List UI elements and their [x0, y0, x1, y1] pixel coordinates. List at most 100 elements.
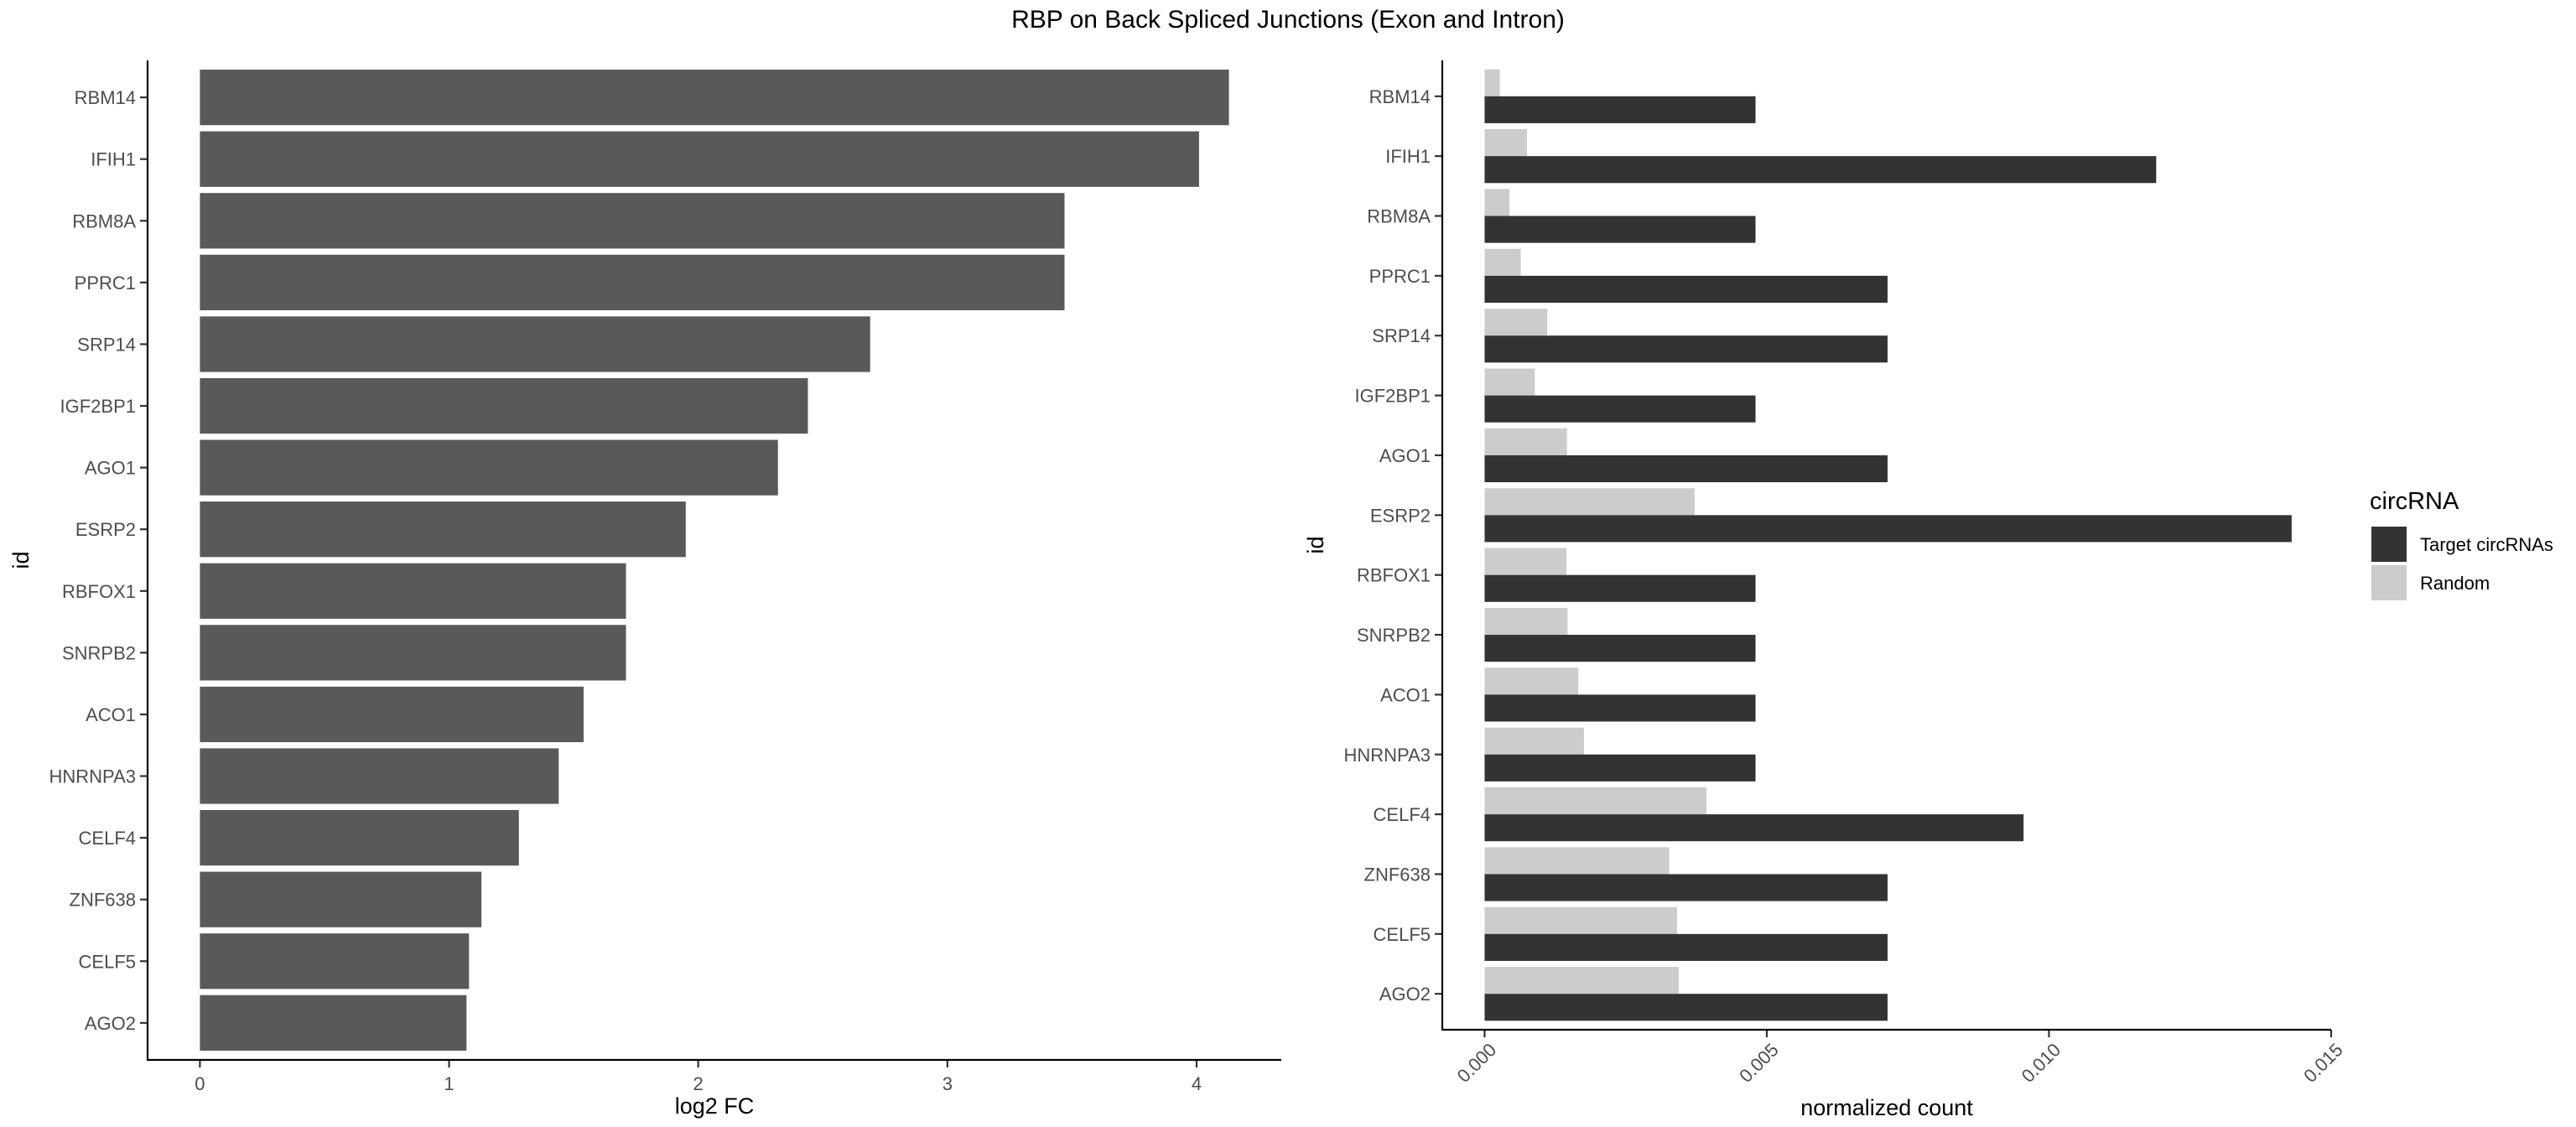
target-bar-znf638	[1484, 874, 1888, 901]
random-bar-znf638	[1484, 847, 1670, 875]
legend-key-random	[2371, 565, 2407, 600]
right-y-axis-title: id	[1303, 536, 1328, 553]
target-bar-rbm14	[1484, 96, 1756, 123]
log2fc-bar-rbfox1	[200, 563, 626, 619]
target-bar-igf2bp1	[1484, 395, 1756, 423]
target-bar-pprc1	[1484, 275, 1888, 303]
left-x-axis-title: log2 FC	[675, 1093, 755, 1119]
log2fc-bar-ago1	[200, 439, 778, 496]
log2fc-bar-celf5	[200, 933, 470, 989]
right-y-tick-label: ACO1	[1380, 684, 1431, 705]
target-bar-srp14	[1484, 335, 1888, 363]
log2fc-bar-esrp2	[200, 501, 686, 558]
log2fc-bar-ifih1	[200, 131, 1199, 187]
left-y-tick-label: CELF5	[79, 951, 136, 972]
random-bar-ago1	[1484, 428, 1567, 455]
left-x-tick-label: 4	[1192, 1073, 1202, 1094]
right-x-tick-label: 0.005	[1735, 1039, 1783, 1087]
left-y-tick-label: ESRP2	[75, 519, 136, 540]
left-y-axis-title: id	[8, 551, 34, 569]
right-y-tick-label: AGO2	[1379, 984, 1431, 1005]
left-x-tick-label: 3	[943, 1073, 953, 1094]
random-bar-srp14	[1484, 309, 1548, 336]
target-bar-celf4	[1484, 814, 2024, 842]
random-bar-ifih1	[1484, 129, 1527, 157]
target-bar-hnrnpa3	[1484, 754, 1756, 782]
random-bar-hnrnpa3	[1484, 727, 1584, 755]
log2fc-bar-ago2	[200, 995, 467, 1051]
log2fc-bar-znf638	[200, 871, 482, 927]
random-bar-aco1	[1484, 667, 1579, 695]
target-bar-celf5	[1484, 933, 1888, 961]
log2fc-bar-hnrnpa3	[200, 748, 559, 804]
left-y-tick-label: ZNF638	[70, 890, 136, 911]
left-y-tick-label: PPRC1	[75, 273, 136, 293]
right-y-tick-label: SNRPB2	[1357, 625, 1431, 646]
log2fc-bar-celf4	[200, 810, 519, 866]
random-bar-celf5	[1484, 906, 1677, 934]
log2fc-bar-aco1	[200, 686, 584, 743]
log2fc-bar-snrpb2	[200, 625, 626, 681]
right-y-tick-label: RBFOX1	[1357, 565, 1431, 586]
right-y-tick-label: IFIH1	[1385, 146, 1431, 167]
legend-title: circRNA	[2370, 488, 2459, 515]
log2fc-bar-rbm14	[200, 70, 1229, 126]
right-y-tick-label: AGO1	[1379, 445, 1431, 466]
legend: circRNA Target circRNAs Random	[2370, 488, 2553, 600]
left-y-tick-label: RBM8A	[72, 210, 136, 231]
left-x-tick-label: 2	[693, 1073, 704, 1094]
left-y-tick-label: RBFOX1	[62, 581, 136, 602]
right-y-tick-label: SRP14	[1372, 325, 1431, 346]
random-bar-snrpb2	[1484, 607, 1568, 636]
right-x-tick-label: 0.015	[2299, 1039, 2347, 1087]
log2fc-bar-srp14	[200, 316, 870, 372]
right-x-axis-title: normalized count	[1800, 1095, 1973, 1120]
left-y-tick-label: AGO2	[85, 1013, 136, 1034]
target-bar-rbm8a	[1484, 216, 1756, 243]
target-bar-ifih1	[1484, 156, 2157, 184]
target-bar-rbfox1	[1484, 574, 1756, 602]
right-x-tick-label: 0.010	[2018, 1039, 2065, 1087]
left-y-tick-label: CELF4	[79, 828, 136, 849]
random-bar-igf2bp1	[1484, 368, 1535, 396]
right-y-tick-label: HNRNPA3	[1343, 745, 1431, 766]
random-bar-rbm14	[1484, 69, 1500, 96]
random-bar-rbfox1	[1484, 548, 1567, 575]
target-bar-ago1	[1484, 454, 1888, 483]
target-bar-ago2	[1484, 994, 1888, 1021]
target-bar-esrp2	[1484, 515, 2292, 543]
left-y-tick-label: ACO1	[86, 704, 136, 725]
left-y-tick-label: IGF2BP1	[60, 396, 136, 417]
legend-label: Random	[2420, 573, 2490, 594]
right-y-tick-label: RBM14	[1369, 86, 1431, 107]
left-y-tick-label: RBM14	[75, 87, 136, 108]
right-y-tick-label: CELF5	[1374, 924, 1431, 945]
legend-label: Target circRNAs	[2420, 534, 2553, 555]
log2fc-bar-pprc1	[200, 254, 1065, 310]
random-bar-pprc1	[1484, 248, 1521, 276]
left-y-tick-label: SNRPB2	[62, 642, 136, 663]
target-bar-snrpb2	[1484, 635, 1756, 662]
legend-key-target-circrnas	[2371, 527, 2407, 562]
right-y-tick-label: PPRC1	[1369, 266, 1431, 287]
right-y-tick-label: IGF2BP1	[1355, 386, 1431, 407]
right-x-tick-label: 0.000	[1453, 1039, 1501, 1087]
normalized-count-bar-panel: RBM14 IFIH1 RBM8A PPRC1 SRP14 IGF2BP1 AGO1 ESRP…	[1303, 60, 2347, 1120]
log2fc-bar-panel: RBM14 IFIH1 RBM8A PPRC1 SRP14 IGF2BP1 AGO1 ESRP…	[8, 60, 1281, 1119]
random-bar-esrp2	[1484, 488, 1695, 516]
log2fc-bar-igf2bp1	[200, 377, 808, 434]
random-bar-rbm8a	[1484, 189, 1510, 216]
target-bar-aco1	[1484, 694, 1756, 722]
left-y-tick-label: AGO1	[85, 458, 136, 479]
random-bar-celf4	[1484, 787, 1706, 815]
right-y-tick-label: RBM8A	[1367, 206, 1431, 227]
left-y-tick-label: IFIH1	[91, 149, 136, 170]
log2fc-bar-rbm8a	[200, 193, 1065, 249]
left-y-tick-label: SRP14	[77, 334, 136, 355]
right-y-tick-label: CELF4	[1374, 804, 1431, 825]
left-x-tick-label: 1	[444, 1073, 454, 1094]
random-bar-ago2	[1484, 967, 1679, 995]
right-y-tick-label: ESRP2	[1370, 505, 1431, 526]
left-x-tick-label: 0	[195, 1073, 205, 1094]
